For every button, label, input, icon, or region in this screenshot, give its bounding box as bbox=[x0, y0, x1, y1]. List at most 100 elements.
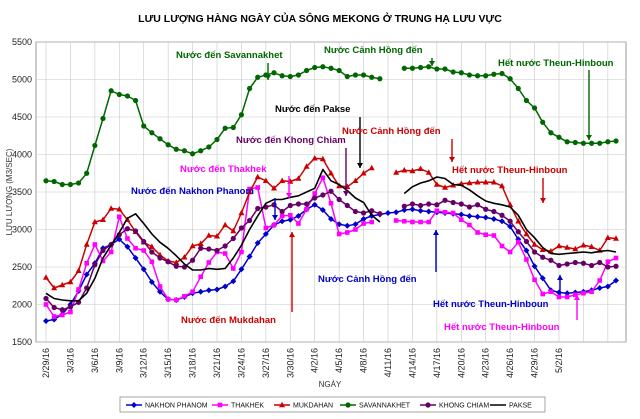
data-point-nakhon-phanom bbox=[222, 283, 229, 290]
data-point-thakhek bbox=[589, 289, 594, 295]
data-point-mukdahan bbox=[100, 216, 106, 222]
legend-item-khong-chiam: KHONG CHIAM bbox=[420, 402, 489, 410]
annotation-label: Hết nước Theun-Hinboun bbox=[452, 165, 568, 176]
data-point-thakhek bbox=[43, 302, 49, 307]
data-point-mukdahan bbox=[246, 188, 253, 195]
data-point-nakhon-phanom bbox=[262, 231, 269, 237]
data-point-khong-chiam bbox=[312, 195, 318, 201]
annotation-label: Nước đến Mukdahan bbox=[181, 315, 276, 326]
data-point-savannakhet bbox=[548, 130, 554, 136]
data-point-thakhek bbox=[369, 219, 375, 225]
annotation-arrowhead bbox=[557, 275, 563, 280]
data-point-mukdahan bbox=[230, 227, 237, 234]
data-point-savannakhet bbox=[141, 123, 147, 129]
data-point-thakhek bbox=[515, 239, 521, 245]
data-point-mukdahan bbox=[214, 233, 220, 239]
annotation-label: Hết nước Theun-Hinboun bbox=[498, 58, 614, 69]
data-point-savannakhet bbox=[181, 148, 188, 154]
data-point-savannakhet bbox=[613, 138, 619, 144]
data-point-thakhek bbox=[336, 231, 342, 237]
data-point-savannakhet bbox=[312, 64, 318, 71]
data-point-savannakhet bbox=[580, 140, 587, 146]
x-tick-label: 3/6/16 bbox=[90, 348, 100, 373]
data-point-mukdahan bbox=[368, 164, 375, 171]
annotation-arrowhead bbox=[449, 157, 455, 162]
data-point-khong-chiam bbox=[255, 205, 261, 212]
annotation-arrowhead bbox=[286, 193, 292, 198]
data-point-thakhek bbox=[271, 222, 277, 228]
data-point-thakhek bbox=[296, 221, 301, 226]
y-tick-label: 4000 bbox=[12, 150, 32, 160]
data-point-savannakhet bbox=[165, 142, 171, 148]
y-tick-label: 5000 bbox=[12, 75, 32, 85]
data-point-savannakhet bbox=[458, 70, 464, 76]
data-point-mukdahan bbox=[254, 173, 261, 180]
legend-label: KHONG CHIAM bbox=[439, 403, 489, 410]
data-point-nakhon-phanom bbox=[328, 216, 334, 222]
data-point-savannakhet bbox=[198, 148, 204, 154]
data-point-khong-chiam bbox=[352, 208, 359, 215]
y-tick-label: 3500 bbox=[12, 187, 32, 197]
annotation: Nước đến Khong Chiam bbox=[236, 135, 349, 196]
data-point-nakhon-phanom bbox=[523, 247, 530, 254]
data-point-savannakhet bbox=[303, 67, 310, 74]
annotation-arrowhead bbox=[574, 295, 580, 300]
data-point-mukdahan bbox=[189, 242, 196, 249]
data-point-khong-chiam bbox=[214, 247, 220, 254]
data-point-thakhek bbox=[279, 213, 285, 219]
data-point-thakhek bbox=[304, 206, 309, 212]
data-point-savannakhet bbox=[246, 85, 253, 92]
data-point-savannakhet bbox=[100, 115, 106, 122]
legend-item-mukdahan: MUKDAHAN bbox=[274, 401, 333, 410]
data-point-thakhek bbox=[51, 314, 57, 319]
data-point-khong-chiam bbox=[279, 208, 285, 215]
data-point-savannakhet bbox=[116, 91, 122, 98]
data-point-savannakhet bbox=[588, 140, 595, 146]
annotation-label: Nước đến Khong Chiam bbox=[236, 135, 346, 146]
data-point-nakhon-phanom bbox=[458, 211, 465, 218]
x-tick-label: 3/30/16 bbox=[285, 348, 295, 378]
data-point-mukdahan bbox=[425, 169, 432, 175]
x-axis-ticks: 2/29/16 3/3/16 3/6/16 3/9/16 3/12/16 3/15/16 3… bbox=[41, 348, 564, 378]
data-point-khong-chiam bbox=[149, 249, 155, 255]
data-point-thakhek bbox=[458, 217, 464, 223]
data-point-nakhon-phanom bbox=[279, 218, 286, 225]
data-point-mukdahan bbox=[564, 244, 571, 250]
data-point-mukdahan bbox=[328, 170, 334, 176]
data-point-thakhek bbox=[312, 191, 318, 196]
data-point-khong-chiam bbox=[206, 246, 212, 252]
data-point-mukdahan bbox=[507, 201, 514, 207]
data-point-khong-chiam bbox=[67, 304, 74, 310]
data-point-khong-chiam bbox=[43, 295, 49, 302]
data-point-savannakhet bbox=[564, 139, 570, 145]
data-point-savannakhet bbox=[149, 130, 155, 136]
data-point-thakhek bbox=[410, 219, 415, 225]
x-tick-label: 4/29/16 bbox=[530, 348, 540, 378]
data-point-thakhek bbox=[507, 249, 513, 255]
data-point-savannakhet bbox=[474, 73, 481, 79]
x-tick-label: 2/29/16 bbox=[41, 348, 51, 378]
data-point-savannakhet bbox=[230, 124, 236, 131]
data-point-khong-chiam bbox=[564, 261, 570, 267]
annotation-arrowhead bbox=[429, 61, 435, 66]
data-point-khong-chiam bbox=[360, 210, 367, 216]
data-point-thakhek bbox=[328, 200, 334, 206]
data-point-nakhon-phanom bbox=[425, 208, 432, 215]
data-point-khong-chiam bbox=[303, 201, 310, 207]
data-point-thakhek bbox=[125, 236, 130, 241]
data-point-thakhek bbox=[442, 209, 448, 215]
data-point-nakhon-phanom bbox=[401, 207, 408, 213]
x-tick-label: 3/12/16 bbox=[139, 348, 149, 378]
annotation-arrowhead bbox=[265, 75, 271, 80]
annotation: Nước Cảnh Hồng đến bbox=[342, 126, 455, 162]
data-point-savannakhet bbox=[450, 69, 456, 75]
data-point-mukdahan bbox=[401, 167, 408, 173]
data-point-mukdahan bbox=[409, 167, 416, 174]
annotation-arrowhead bbox=[343, 191, 349, 196]
x-tick-label: 5/2/16 bbox=[554, 348, 564, 373]
data-point-khong-chiam bbox=[556, 262, 562, 269]
data-point-savannakhet bbox=[295, 72, 302, 78]
data-point-nakhon-phanom bbox=[214, 286, 220, 293]
data-point-nakhon-phanom bbox=[499, 218, 505, 225]
data-point-thakhek bbox=[548, 289, 554, 295]
